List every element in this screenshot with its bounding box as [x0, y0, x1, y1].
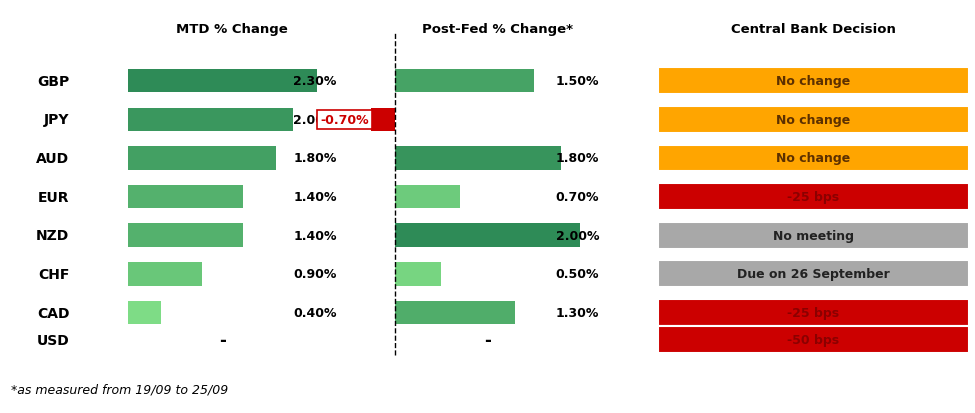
Text: 1.80%: 1.80%	[556, 152, 600, 165]
Bar	[658, 107, 969, 133]
Text: MTD % Change: MTD % Change	[176, 23, 289, 36]
Text: -25 bps: -25 bps	[787, 190, 839, 204]
Text: EUR: EUR	[38, 190, 69, 204]
Bar	[658, 222, 969, 249]
Text: 1.40%: 1.40%	[293, 229, 336, 242]
Bar	[658, 261, 969, 287]
Bar	[658, 299, 969, 326]
Text: No change: No change	[776, 75, 850, 88]
Text: *as measured from 19/09 to 25/09: *as measured from 19/09 to 25/09	[11, 382, 228, 395]
Text: 2.00%: 2.00%	[556, 229, 600, 242]
Bar	[658, 327, 969, 353]
Text: 1.30%: 1.30%	[556, 306, 600, 319]
Text: 0.70%: 0.70%	[556, 190, 600, 204]
Bar	[370, 108, 395, 132]
Bar	[128, 263, 202, 286]
Text: No change: No change	[776, 114, 850, 126]
Text: No change: No change	[776, 152, 850, 165]
Text: -50 bps: -50 bps	[787, 333, 839, 347]
Text: -0.70%: -0.70%	[320, 114, 369, 126]
Text: Due on 26 September: Due on 26 September	[737, 268, 889, 281]
Text: Central Bank Decision: Central Bank Decision	[730, 23, 896, 36]
Bar	[658, 184, 969, 210]
Text: -: -	[484, 331, 491, 349]
Text: 2.30%: 2.30%	[293, 75, 336, 88]
Text: AUD: AUD	[36, 152, 69, 166]
Text: CHF: CHF	[38, 267, 69, 281]
Text: 1.40%: 1.40%	[293, 190, 336, 204]
Text: 0.90%: 0.90%	[293, 268, 336, 281]
Text: NZD: NZD	[36, 229, 69, 242]
Text: 0.40%: 0.40%	[293, 306, 336, 319]
Text: CAD: CAD	[37, 306, 69, 320]
Text: 2.00%: 2.00%	[293, 114, 336, 126]
Bar	[658, 68, 969, 95]
Text: Post-Fed % Change*: Post-Fed % Change*	[422, 23, 572, 36]
Bar	[128, 70, 317, 93]
Bar	[395, 70, 533, 93]
Bar	[395, 147, 562, 170]
Bar	[128, 147, 276, 170]
Bar	[658, 145, 969, 172]
Bar	[395, 301, 515, 325]
Text: No meeting: No meeting	[773, 229, 854, 242]
Text: USD: USD	[37, 333, 69, 347]
Text: -: -	[219, 331, 226, 349]
Text: 1.50%: 1.50%	[556, 75, 600, 88]
Bar	[395, 224, 580, 247]
Bar	[395, 263, 442, 286]
Text: -25 bps: -25 bps	[787, 306, 839, 319]
Bar	[128, 301, 161, 325]
Text: 1.80%: 1.80%	[293, 152, 336, 165]
Bar	[128, 108, 292, 132]
Text: 0.50%: 0.50%	[556, 268, 600, 281]
Bar	[128, 185, 243, 209]
Text: JPY: JPY	[44, 113, 69, 127]
Bar	[128, 224, 243, 247]
Bar	[395, 185, 460, 209]
Text: GBP: GBP	[37, 74, 69, 88]
